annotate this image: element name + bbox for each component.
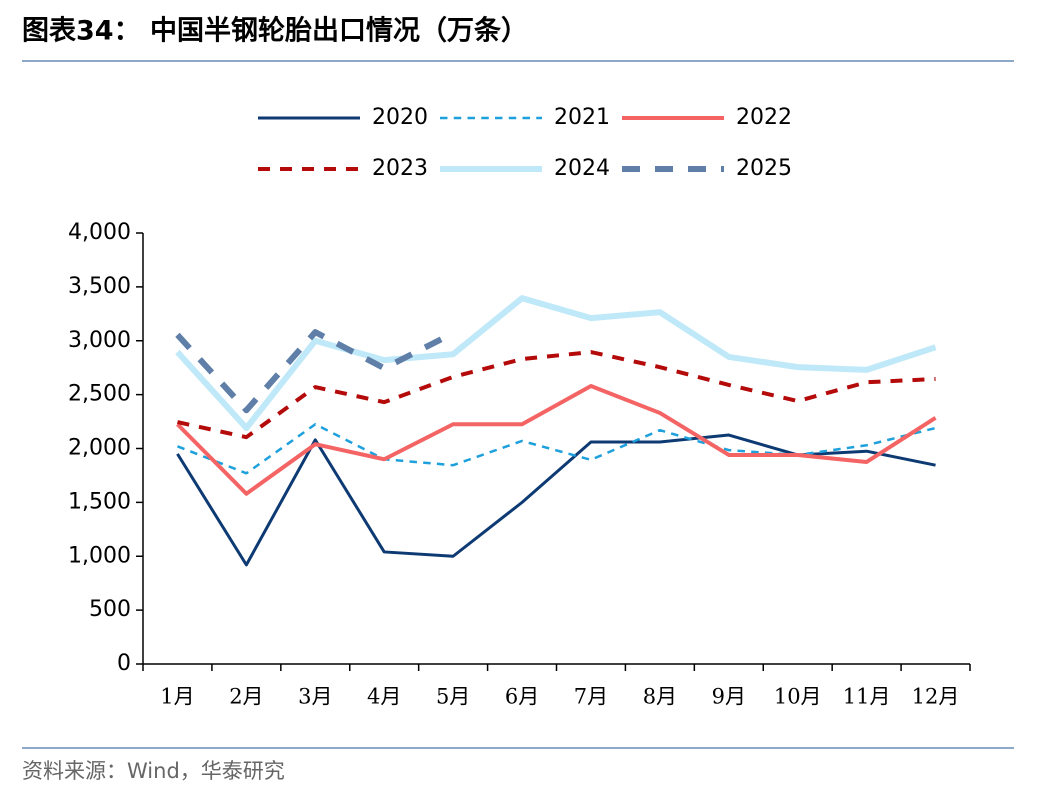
y-tick-label: 1,500	[68, 489, 131, 514]
legend-label: 2022	[736, 105, 792, 130]
x-tick-label: 12月	[912, 685, 960, 709]
x-tick-label: 6月	[505, 685, 539, 709]
y-tick-label: 3,000	[68, 328, 131, 353]
x-tick-label: 4月	[367, 685, 401, 709]
y-tick-label: 500	[89, 597, 131, 622]
legend-label: 2021	[554, 105, 610, 130]
x-tick-label: 5月	[436, 685, 470, 709]
source: 资料来源：Wind，华泰研究	[22, 759, 285, 783]
y-tick-label: 2,500	[68, 382, 131, 407]
x-tick-label: 7月	[574, 685, 608, 709]
y-tick-label: 2,000	[68, 436, 131, 461]
series-line	[177, 350, 936, 440]
y-tick-label: 1,000	[68, 543, 131, 568]
x-tick-label: 11月	[843, 685, 891, 709]
series-line	[176, 433, 936, 567]
legend-label: 2024	[554, 156, 610, 181]
series-line	[175, 329, 455, 414]
x-tick-label: 1月	[160, 685, 194, 709]
legend-label: 2023	[372, 156, 428, 181]
y-tick-label: 4,000	[68, 220, 131, 245]
series-line	[177, 423, 936, 475]
x-tick-label: 8月	[643, 685, 677, 709]
legend-label: 2025	[736, 156, 792, 181]
legend-label: 2020	[372, 105, 428, 130]
x-tick-label: 10月	[774, 685, 822, 709]
x-tick-label: 2月	[229, 685, 263, 709]
series-line	[176, 384, 937, 496]
y-tick-label: 0	[117, 651, 131, 676]
x-tick-label: 3月	[298, 685, 332, 709]
y-tick-label: 3,500	[68, 274, 131, 299]
x-tick-label: 9月	[712, 685, 746, 709]
chart-title: 图表34： 中国半钢轮胎出口情况（万条）	[22, 16, 528, 47]
series-line	[175, 295, 937, 432]
